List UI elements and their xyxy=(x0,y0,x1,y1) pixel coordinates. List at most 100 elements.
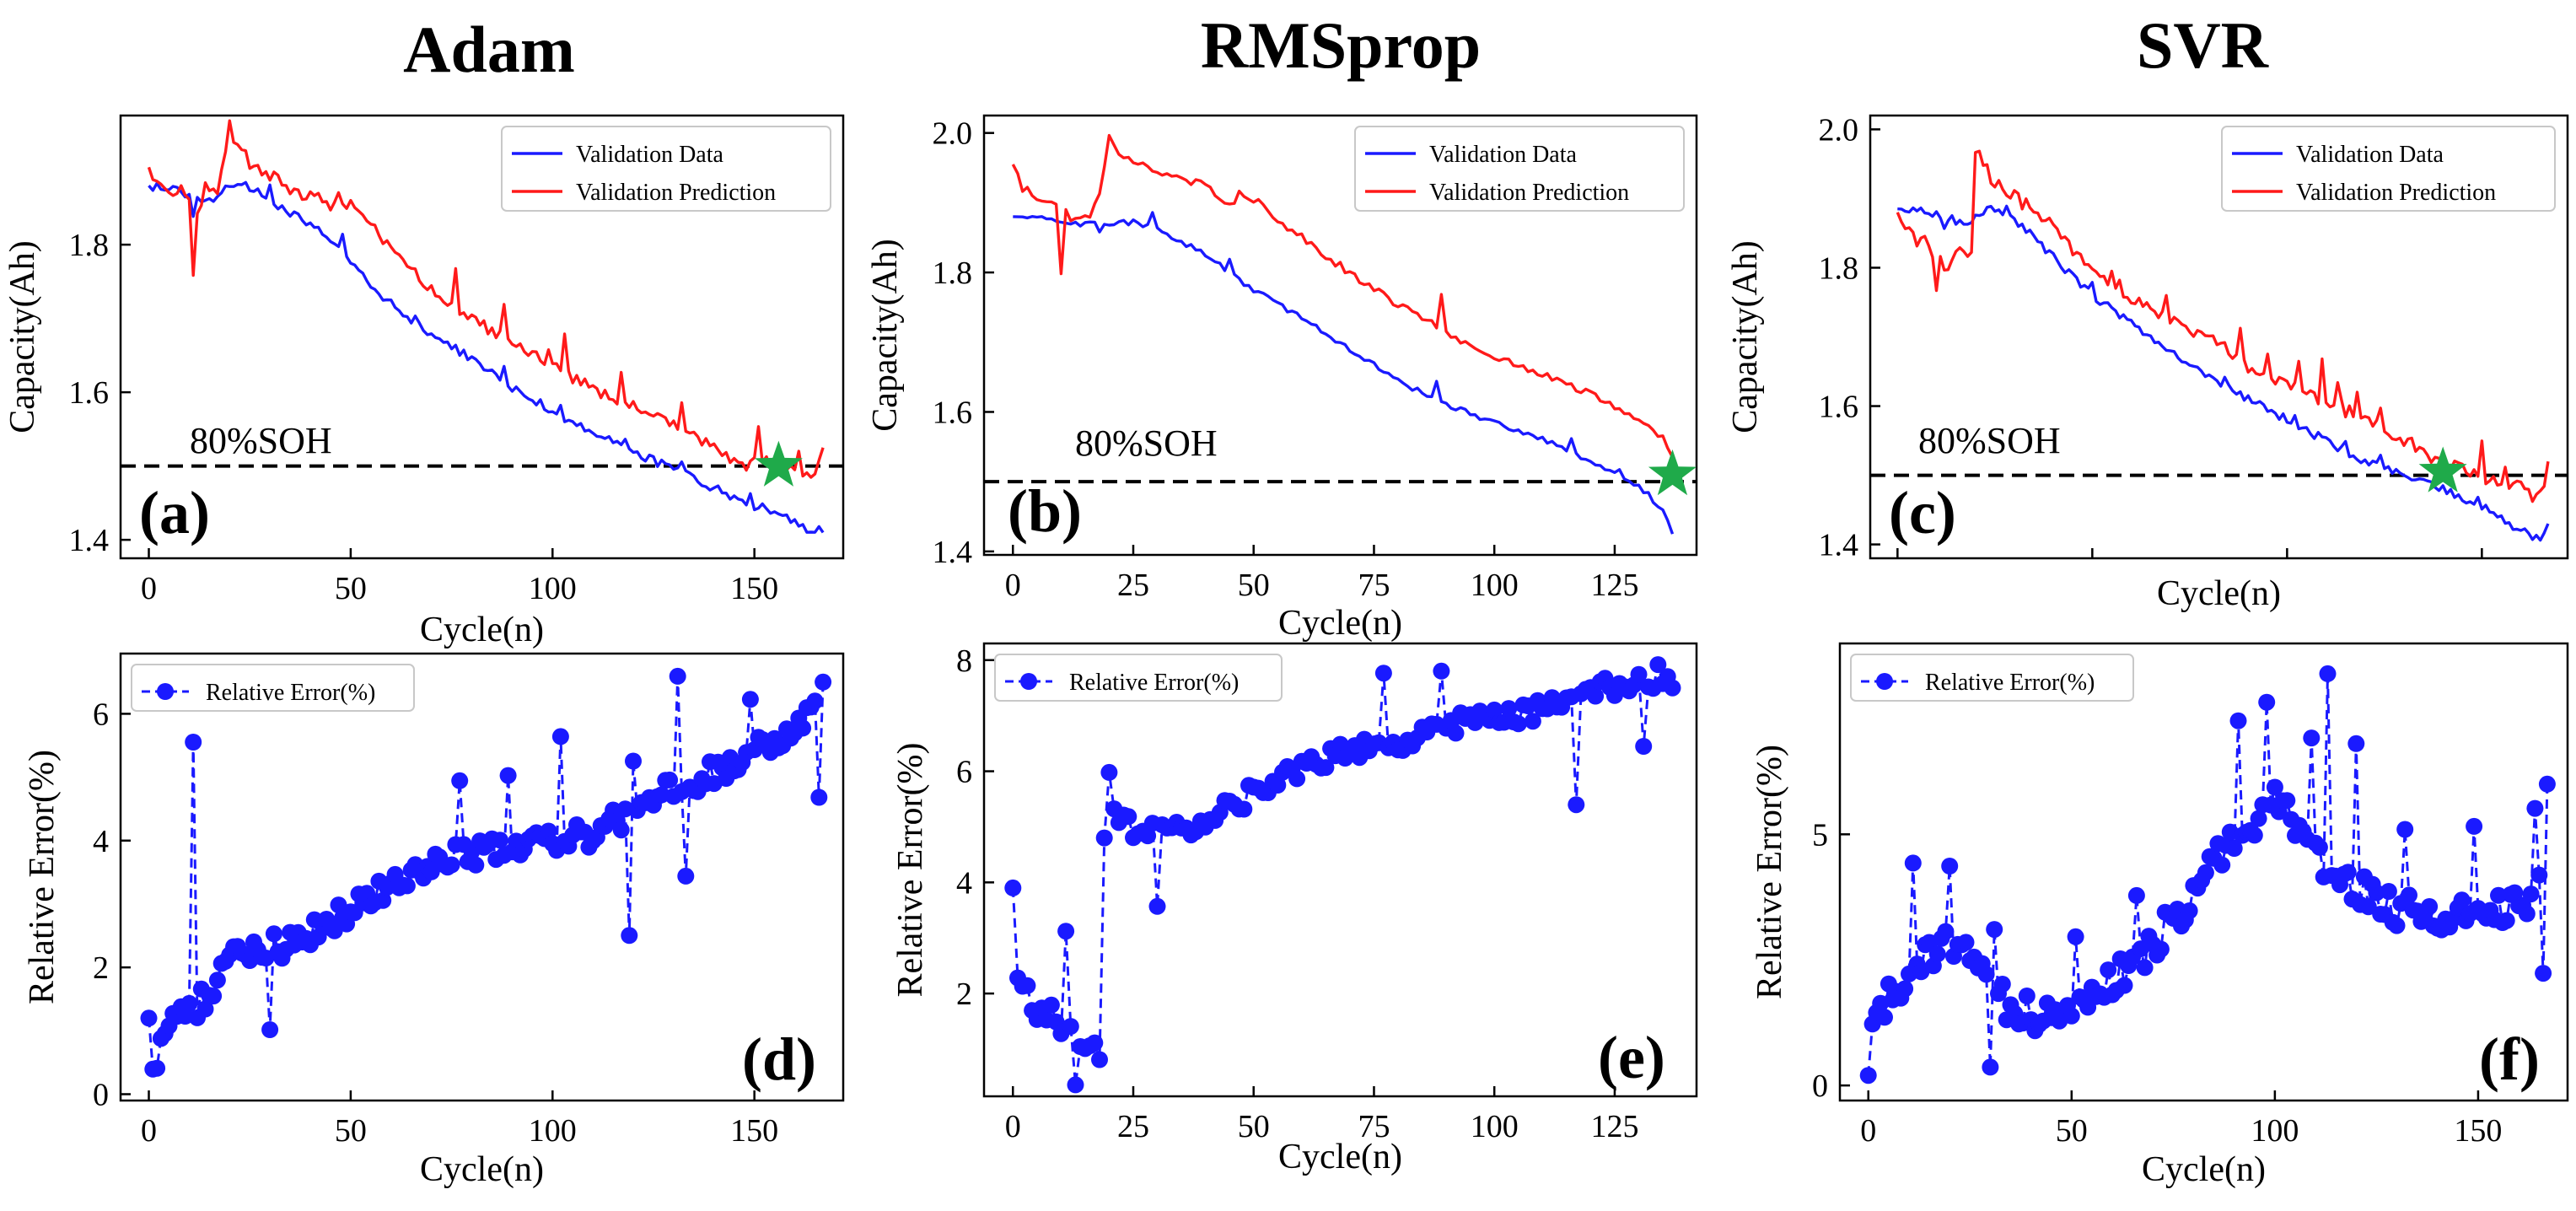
data-point xyxy=(1993,976,2011,993)
y-axis-label: Capacity(Ah) xyxy=(3,240,42,433)
series-line-validation-data xyxy=(148,180,825,534)
data-point xyxy=(815,673,832,691)
data-point xyxy=(2127,886,2145,904)
axes-frame-f xyxy=(1838,642,2569,1102)
data-point xyxy=(180,994,198,1012)
x-tick-label: 75 xyxy=(1358,1109,1390,1144)
data-point xyxy=(551,728,569,745)
data-point xyxy=(677,867,695,885)
data-point xyxy=(741,691,759,708)
y-axis-label: Relative Error(%) xyxy=(1750,745,1789,999)
y-tick-label: 2.0 xyxy=(1819,112,1859,148)
data-point xyxy=(1928,945,1946,963)
data-point xyxy=(1095,829,1113,847)
plot-area-a xyxy=(121,119,843,534)
x-tick-label: 100 xyxy=(1471,1109,1519,1144)
column-title-adam: Adam xyxy=(403,13,575,86)
data-point xyxy=(196,1000,214,1018)
y-tick-label: 1.6 xyxy=(69,375,110,411)
y-tick-label: 4 xyxy=(93,824,109,859)
x-tick-label: 75 xyxy=(1358,568,1390,603)
y-axis-label: Capacity(Ah) xyxy=(866,239,905,432)
legend-entry: Relative Error(%) xyxy=(1925,670,2095,696)
data-point xyxy=(1269,777,1287,794)
x-tick-label: 100 xyxy=(1471,568,1519,603)
data-point xyxy=(1317,759,1335,777)
x-tick-label: 0 xyxy=(141,1113,157,1149)
y-tick-label: 8 xyxy=(956,643,972,679)
legend-entry: Relative Error(%) xyxy=(206,680,375,706)
data-point xyxy=(2245,826,2263,844)
x-tick-label: 150 xyxy=(730,1113,778,1149)
data-point xyxy=(2522,885,2540,903)
plot-area-f xyxy=(1859,665,2556,1085)
y-tick-label: 1.6 xyxy=(1819,390,1859,425)
series-line-relative-error xyxy=(1011,664,1674,1085)
data-point xyxy=(2181,902,2198,919)
series-line-validation-data xyxy=(1897,204,2550,542)
y-tick-label: 1.8 xyxy=(933,256,973,291)
data-point xyxy=(1447,724,1465,742)
data-point xyxy=(1664,679,1681,697)
data-point xyxy=(2197,864,2214,881)
data-point xyxy=(2152,940,2170,958)
y-tick-label: 1.4 xyxy=(1819,528,1859,563)
data-point xyxy=(1004,879,1022,896)
data-point xyxy=(2490,886,2507,904)
star-marker-eol xyxy=(754,440,803,487)
data-point xyxy=(2466,817,2483,835)
data-point xyxy=(2538,775,2556,793)
data-point xyxy=(1062,1018,1079,1036)
legend-d: Relative Error(%) xyxy=(131,664,415,712)
y-tick-label: 1.8 xyxy=(69,228,110,263)
threshold-label: 80%SOH xyxy=(1075,423,1218,464)
data-point xyxy=(2225,840,2243,857)
data-point xyxy=(1977,966,1995,983)
data-point xyxy=(1630,665,1648,683)
y-tick-label: 1.8 xyxy=(1819,250,1859,286)
x-tick-label: 0 xyxy=(141,571,157,606)
axes-frame-a xyxy=(119,114,845,560)
legend-box xyxy=(1354,126,1685,212)
x-tick-label: 100 xyxy=(529,571,577,606)
data-point xyxy=(1091,1051,1108,1068)
x-tick-label: 50 xyxy=(335,1113,367,1149)
panel-label-f: (f) xyxy=(2479,1025,2540,1093)
y-axis-label: Relative Error(%) xyxy=(891,742,930,997)
data-point xyxy=(1957,934,1975,951)
data-point xyxy=(2347,735,2365,752)
y-tick-label: 4 xyxy=(956,865,972,901)
data-point xyxy=(2368,884,2385,902)
data-point xyxy=(2421,898,2439,915)
x-axis-label: Cycle(n) xyxy=(1278,1138,1402,1176)
data-point xyxy=(2116,977,2133,994)
x-tick-label: 0 xyxy=(1005,1109,1021,1144)
legend-b: Validation Data Validation Prediction xyxy=(1354,126,1685,212)
axes-frame-c xyxy=(1869,114,2569,560)
data-point xyxy=(1509,715,1527,733)
x-tick-label: 0 xyxy=(1860,1113,1876,1149)
data-point xyxy=(1941,858,1959,875)
data-point xyxy=(1288,770,1306,788)
data-point xyxy=(2526,799,2544,817)
x-axis-label: Cycle(n) xyxy=(2157,574,2281,613)
panel-c: 1.4 1.6 1.8 2.0 Cycle(n) Capacity(Ah) 80%SOH Va… xyxy=(1726,112,2569,613)
y-tick-label: 1.4 xyxy=(69,523,110,558)
x-tick-label: 150 xyxy=(2454,1113,2502,1149)
data-point xyxy=(1937,923,1955,940)
y-tick-label: 1.6 xyxy=(933,395,973,430)
legend-e: Relative Error(%) xyxy=(994,654,1283,702)
series-line-validation-prediction xyxy=(147,119,825,479)
series-line-validation-prediction xyxy=(1011,133,1675,458)
x-tick-label: 50 xyxy=(1238,1109,1270,1144)
data-point xyxy=(2506,884,2524,902)
data-point xyxy=(2380,883,2397,900)
star-marker-eol xyxy=(2418,446,2467,492)
data-point xyxy=(2359,898,2377,916)
legend-marker xyxy=(1876,673,1893,690)
data-point xyxy=(1500,700,1518,718)
data-point xyxy=(1433,662,1450,680)
threshold-label: 80%SOH xyxy=(1918,420,2061,461)
x-tick-label: 125 xyxy=(1590,568,1638,603)
